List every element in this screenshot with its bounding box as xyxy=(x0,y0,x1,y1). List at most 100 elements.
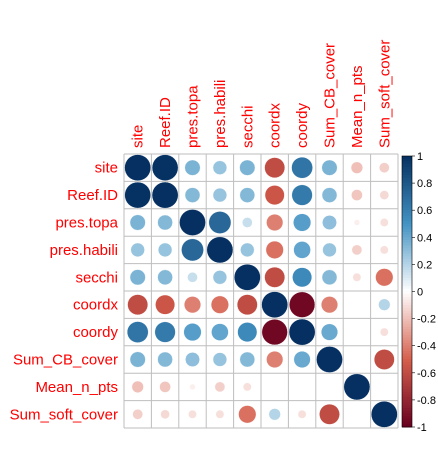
colorbar-segment xyxy=(402,310,412,314)
correlation-circle xyxy=(130,242,145,258)
correlation-circle xyxy=(289,291,316,318)
colorbar-segment xyxy=(402,424,412,428)
colorbar-segment xyxy=(402,305,412,309)
colorbar-segment xyxy=(402,221,412,225)
row-label: Sum_soft_cover xyxy=(10,406,118,423)
row-labels: site Reef.ID pres.topa pres.habili secchi coo… xyxy=(10,160,119,424)
correlation-circle xyxy=(157,269,173,286)
colorbar-segment xyxy=(402,218,412,222)
colorbar-segment xyxy=(402,329,412,333)
correlation-circle xyxy=(379,327,389,337)
correlation-circle xyxy=(129,214,146,231)
correlation-circle xyxy=(189,383,196,391)
column-label: Sum_soft_cover xyxy=(376,40,393,148)
correlation-circle xyxy=(353,219,361,226)
row-label: Mean_n_pts xyxy=(35,379,118,396)
correlation-circle xyxy=(291,184,313,206)
colorbar-segment xyxy=(402,353,412,358)
colorbar-tick-label: -1 xyxy=(417,422,427,434)
row-label: coordx xyxy=(73,297,119,314)
colorbar-segment xyxy=(402,223,412,227)
colorbar-segment xyxy=(402,172,412,176)
colorbar-segment xyxy=(402,242,412,246)
correlation-circle xyxy=(293,241,311,259)
correlation-circle xyxy=(179,209,206,236)
colorbar-segment xyxy=(402,210,412,214)
correlation-circle xyxy=(351,244,363,256)
correlation-circle xyxy=(293,213,312,232)
column-label: Sum_CB_cover xyxy=(322,43,339,148)
correlation-circle xyxy=(212,160,228,175)
colorbar-segment xyxy=(402,177,412,181)
row-label: Sum_CB_cover xyxy=(13,352,118,369)
colorbar-tick-label: -0.6 xyxy=(417,368,436,380)
colorbar-segment xyxy=(402,215,412,219)
colorbar-segment xyxy=(402,375,412,379)
correlation-circle xyxy=(292,267,313,288)
colorbar-segment xyxy=(402,231,412,236)
correlation-circle xyxy=(212,270,228,285)
correlation-circle xyxy=(321,296,338,314)
correlation-circle xyxy=(160,409,170,420)
correlation-circle xyxy=(212,352,228,367)
correlation-circle xyxy=(379,162,390,173)
correlation-circle xyxy=(379,218,389,227)
correlation-circle xyxy=(293,351,311,368)
correlation-circle xyxy=(124,181,151,209)
colorbar-segment xyxy=(402,324,412,328)
column-label: pres.topa xyxy=(185,85,202,148)
correlation-circle xyxy=(236,294,258,316)
colorbar-segment xyxy=(402,275,412,279)
colorbar-segment xyxy=(402,302,412,306)
colorbar-segment xyxy=(402,294,412,298)
colorbar-segment xyxy=(402,391,412,395)
colorbar-segment xyxy=(402,332,412,336)
colorbar-segment xyxy=(402,416,412,420)
correlation-circle xyxy=(154,321,176,343)
correlation-circle xyxy=(210,295,229,314)
colorbar-segment xyxy=(402,337,412,341)
correlation-circle xyxy=(319,403,340,425)
colorbar-segment xyxy=(402,183,412,187)
correlation-circle xyxy=(181,238,204,262)
colorbar-segment xyxy=(402,394,412,398)
colorbar-segment xyxy=(402,367,412,371)
correlation-circle xyxy=(291,156,313,179)
correlation-circle xyxy=(157,214,173,231)
colorbar-segment xyxy=(402,193,412,198)
colorbar-segment xyxy=(402,158,412,162)
colorbar-segment xyxy=(402,212,412,217)
correlation-circle xyxy=(159,381,171,393)
correlation-circle xyxy=(151,154,179,181)
correlation-circle xyxy=(379,190,390,200)
colorbar-segment xyxy=(402,248,412,252)
colorbar-tick-label: 0.2 xyxy=(417,259,432,271)
correlation-circle xyxy=(321,269,338,286)
colorbar-segment xyxy=(402,378,412,382)
correlation-circle xyxy=(268,408,281,421)
correlation-circle xyxy=(370,400,398,428)
colorbar-segment xyxy=(402,340,412,344)
colorbar-segment xyxy=(402,288,412,292)
column-label: Mean_n_pts xyxy=(349,65,366,148)
colorbar-segment xyxy=(402,264,412,268)
correlation-circle xyxy=(350,161,363,174)
correlation-circle xyxy=(352,272,362,282)
colorbar-segment xyxy=(402,169,412,173)
colorbar-segment xyxy=(402,191,412,195)
colorbar-segment xyxy=(402,286,412,290)
colorbar-segment xyxy=(402,307,412,311)
correlation-circle xyxy=(129,269,146,286)
correlation-circle xyxy=(184,159,201,176)
colorbar-segment xyxy=(402,204,412,208)
colorbar-tick-label: 0.6 xyxy=(417,205,432,217)
correlation-circle xyxy=(321,323,338,341)
colorbar-segment xyxy=(402,272,412,276)
correlation-circle xyxy=(239,187,256,203)
colorbar-segment xyxy=(402,421,412,425)
colorbar-segment xyxy=(402,283,412,287)
colorbar-tick-label: -0.8 xyxy=(417,395,436,407)
row-label: site xyxy=(95,160,118,177)
colorbar-segment xyxy=(402,389,412,393)
